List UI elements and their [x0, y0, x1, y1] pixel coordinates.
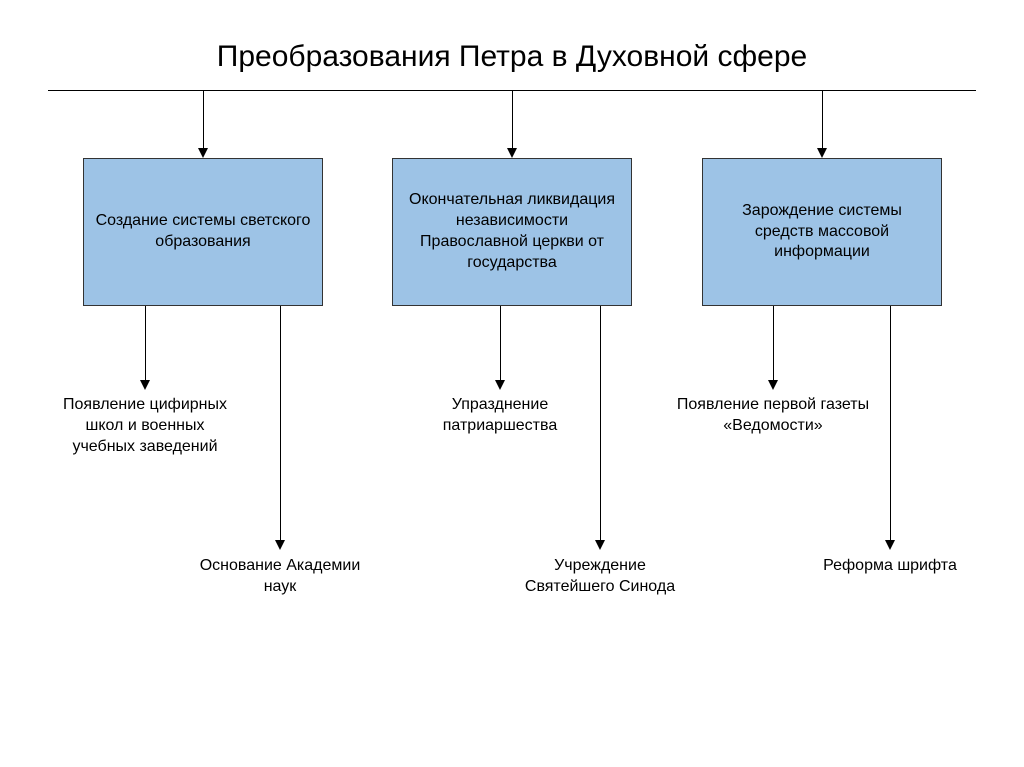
- diagram-box: Зарождение системы средств массовой инфо…: [702, 158, 942, 306]
- arrow-line: [600, 306, 601, 540]
- diagram-canvas: Преобразования Петра в Духовной сфере Со…: [0, 0, 1024, 767]
- arrow-line: [280, 306, 281, 540]
- diagram-text: Появление первой газеты «Ведомости»: [673, 395, 873, 437]
- arrow-head-icon: [885, 540, 895, 550]
- arrow-line: [500, 306, 501, 380]
- arrow-line: [822, 90, 823, 148]
- arrow-head-icon: [275, 540, 285, 550]
- arrow-head-icon: [507, 148, 517, 158]
- diagram-text: Учреждение Святейшего Синода: [510, 556, 690, 598]
- diagram-text: Основание Академии наук: [195, 556, 365, 598]
- arrow-head-icon: [768, 380, 778, 390]
- arrow-head-icon: [198, 148, 208, 158]
- diagram-text: Появление цифирных школ и военных учебны…: [60, 395, 230, 457]
- diagram-text: Упразднение патриаршества: [400, 395, 600, 437]
- diagram-title: Преобразования Петра в Духовной сфере: [0, 40, 1024, 74]
- arrow-head-icon: [595, 540, 605, 550]
- arrow-line: [203, 90, 204, 148]
- diagram-text: Реформа шрифта: [800, 556, 980, 577]
- arrow-line: [512, 90, 513, 148]
- arrow-line: [890, 306, 891, 540]
- arrow-head-icon: [140, 380, 150, 390]
- arrow-head-icon: [495, 380, 505, 390]
- diagram-box: Окончательная ликвидация независимости П…: [392, 158, 632, 306]
- arrow-line: [145, 306, 146, 380]
- arrow-line: [773, 306, 774, 380]
- arrow-head-icon: [817, 148, 827, 158]
- diagram-box: Создание системы светского образования: [83, 158, 323, 306]
